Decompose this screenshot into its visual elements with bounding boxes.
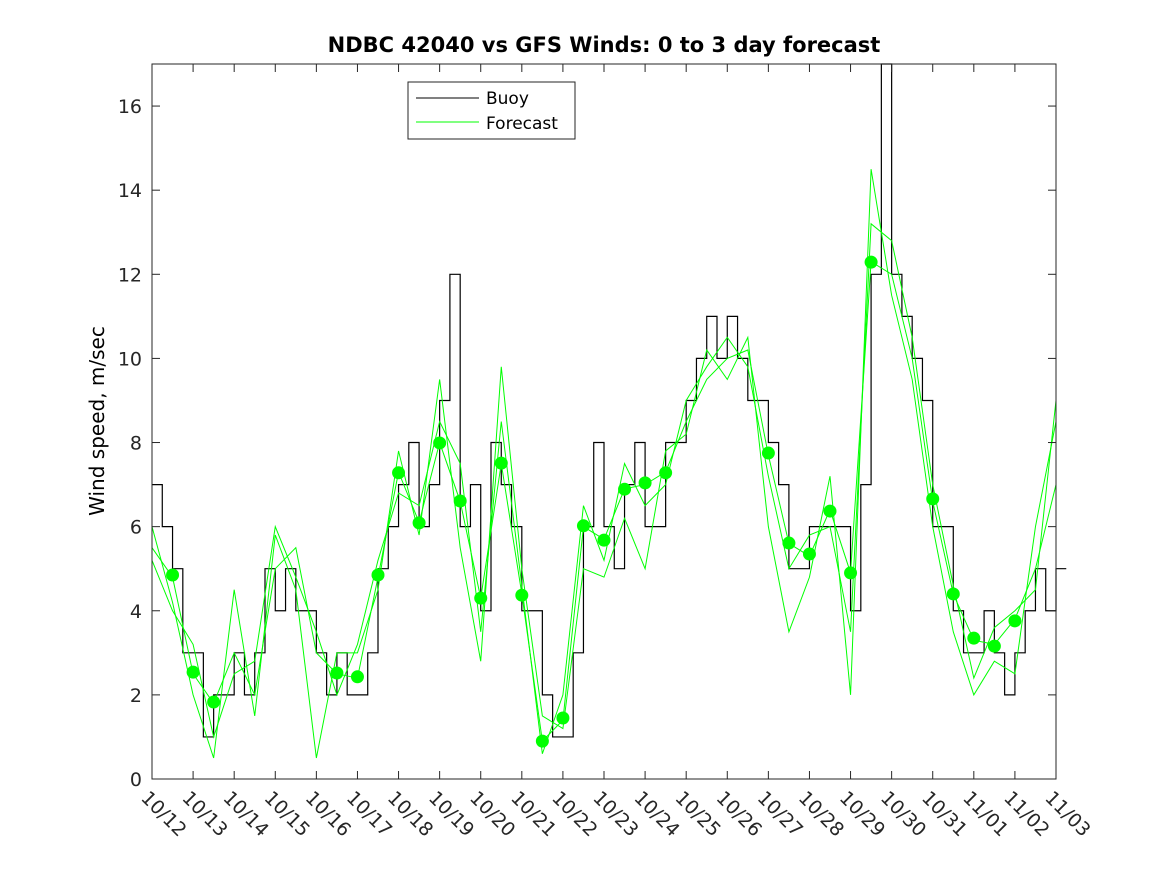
forecast-marker [412, 516, 426, 530]
forecast-marker [494, 456, 508, 470]
forecast-marker [864, 255, 878, 269]
legend-box [407, 81, 576, 140]
forecast-marker [638, 476, 652, 490]
forecast-marker [823, 504, 837, 518]
y-tick-label: 12 [118, 264, 142, 286]
legend-forecast-label: Forecast [486, 114, 558, 134]
forecast-marker [166, 568, 180, 582]
forecast-marker [987, 639, 1001, 653]
forecast-marker [186, 665, 200, 679]
y-tick-label: 16 [118, 96, 142, 118]
forecast-marker [659, 466, 673, 480]
y-tick-label: 8 [130, 433, 142, 455]
y-tick-label: 14 [118, 180, 142, 202]
forecast-marker [556, 711, 570, 725]
y-tick-label: 2 [130, 685, 142, 707]
chart-title: NDBC 42040 vs GFS Winds: 0 to 3 day fore… [328, 33, 881, 57]
legend-buoy-label: Buoy [486, 89, 529, 109]
forecast-marker [1008, 614, 1022, 628]
forecast-marker [844, 566, 858, 580]
y-tick-label: 10 [118, 348, 142, 370]
forecast-marker [371, 568, 385, 582]
forecast-marker [474, 591, 488, 605]
legend: Buoy Forecast [407, 81, 576, 140]
forecast-marker [515, 588, 529, 602]
forecast-series-line-2 [151, 222, 1057, 754]
forecast-marker [967, 631, 981, 645]
forecast-marker [392, 466, 406, 480]
forecast-marker [433, 436, 447, 450]
forecast-series-line-1 [151, 169, 1057, 759]
forecast-marker [350, 670, 364, 684]
forecast-marker [330, 666, 344, 680]
y-tick-label: 4 [130, 601, 142, 623]
forecast-marker [761, 446, 775, 460]
y-axis-label: Wind speed, m/sec [85, 326, 109, 516]
plot-area [151, 63, 1067, 759]
forecast-marker [946, 587, 960, 601]
forecast-marker [453, 494, 467, 508]
forecast-marker [535, 734, 549, 748]
forecast-marker [576, 519, 590, 533]
y-tick-label: 0 [130, 769, 142, 791]
forecast-marker [618, 482, 632, 496]
forecast-marker [782, 536, 796, 550]
forecast-marker [597, 533, 611, 547]
forecast-marker [802, 547, 816, 561]
y-tick-label: 6 [130, 517, 142, 539]
forecast-marker [926, 492, 940, 506]
forecast-marker [207, 695, 221, 709]
